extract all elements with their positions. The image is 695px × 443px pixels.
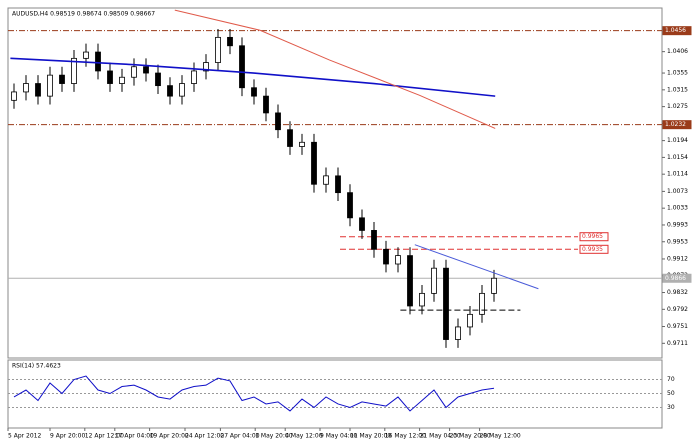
level-box — [579, 232, 609, 242]
y-tick-label: 1.0194 — [667, 137, 688, 144]
y-tick-label: 0.9751 — [667, 323, 688, 330]
rsi-frame — [7, 359, 663, 429]
indicator-title: RSI(14) 57.4623 — [12, 363, 61, 370]
line-series — [10, 57, 496, 97]
x-tick-label: 11 May 20:00 — [350, 433, 391, 440]
candle-body — [59, 74, 65, 84]
candle-body — [359, 217, 365, 231]
y-tick-label: 1.0073 — [667, 188, 688, 195]
candle-body — [167, 85, 173, 97]
line-series — [414, 244, 539, 290]
candle-body — [131, 66, 137, 78]
rsi-line — [13, 375, 495, 412]
candle-body — [203, 62, 209, 72]
x-tick-label: 27 Apr 04:00 — [220, 433, 259, 440]
candle-body — [395, 255, 401, 265]
candle-body — [263, 95, 269, 114]
level-label: 0.9935 — [582, 246, 603, 253]
y-tick-label: 1.0406 — [667, 48, 688, 55]
main-frame — [7, 7, 663, 359]
rsi-tick-label: 50 — [667, 390, 675, 397]
x-tick-label: 23 May 20:00 — [450, 433, 491, 440]
level-box — [579, 244, 609, 254]
candle-body — [239, 45, 245, 89]
candle-body — [275, 112, 281, 131]
y-tick-label: 0.9792 — [667, 306, 688, 313]
x-tick-label: 17 Apr 04:00 — [115, 433, 154, 440]
candle-body — [119, 76, 125, 84]
y-tick-label: 1.0315 — [667, 86, 688, 93]
candle-body — [71, 57, 77, 84]
candle-body — [455, 326, 461, 340]
x-tick-label: 19 Apr 20:00 — [150, 433, 189, 440]
level-label: 0.9866 — [665, 275, 686, 282]
candle-body — [347, 192, 353, 219]
candle-body — [419, 292, 425, 307]
candle-body — [299, 141, 305, 147]
y-tick-label: 1.0114 — [667, 171, 688, 178]
x-tick-label: 24 Apr 12:00 — [185, 433, 224, 440]
candle-body — [467, 313, 473, 328]
y-tick-label: 0.9953 — [667, 238, 688, 245]
level-label: 0.9965 — [582, 233, 603, 240]
candle-body — [23, 83, 29, 93]
candle-body — [191, 70, 197, 84]
level-box — [662, 26, 692, 36]
y-tick-label: 0.9993 — [667, 221, 688, 228]
x-tick-label: 16 May 12:00 — [385, 433, 426, 440]
candle-body — [443, 267, 449, 340]
y-tick-label: 1.0033 — [667, 205, 688, 212]
level-label: 1.0232 — [665, 121, 686, 128]
rsi-tick-label: 70 — [667, 376, 675, 383]
x-tick-label: 9 May 04:00 — [320, 433, 358, 440]
candle-body — [491, 277, 497, 294]
candle-body — [83, 51, 89, 59]
candle-body — [215, 36, 221, 63]
y-tick-label: 1.0154 — [667, 154, 688, 161]
level-label: 1.0456 — [665, 27, 686, 34]
candle-body — [251, 87, 257, 97]
candle-body — [155, 72, 161, 87]
x-tick-label: 5 Apr 2012 — [8, 433, 41, 440]
x-tick-label: 21 May 04:00 — [420, 433, 461, 440]
candle-body — [95, 51, 101, 72]
x-tick-label: 9 Apr 20:00 — [50, 433, 85, 440]
x-tick-label: 28 May 12:00 — [480, 433, 521, 440]
candle-body — [47, 74, 53, 97]
y-tick-label: 0.9832 — [667, 289, 688, 296]
chart-title: AUDUSD,H4 0.98519 0.98674 0.98509 0.9866… — [12, 11, 155, 18]
candle-body — [371, 230, 377, 250]
y-tick-label: 0.9711 — [667, 340, 688, 347]
x-tick-label: 1 May 20:00 — [255, 433, 293, 440]
x-tick-label: 12 Apr 12:00 — [85, 433, 124, 440]
x-tick-label: 4 May 12:00 — [285, 433, 323, 440]
candle-body — [479, 292, 485, 315]
candle-body — [335, 175, 341, 194]
candle-body — [143, 66, 149, 74]
y-tick-label: 0.9912 — [667, 255, 688, 262]
y-tick-label: 1.0275 — [667, 103, 688, 110]
candle-body — [107, 70, 113, 84]
candle-body — [407, 255, 413, 307]
candle-body — [179, 83, 185, 97]
candle-body — [383, 248, 389, 265]
y-tick-label: 1.0355 — [667, 70, 688, 77]
level-box — [662, 120, 692, 130]
candle-body — [323, 175, 329, 185]
candle-body — [431, 267, 437, 294]
candle-body — [287, 129, 293, 147]
line-series — [174, 9, 496, 129]
level-box — [662, 273, 692, 283]
candle-body — [11, 91, 17, 101]
candle-body — [35, 83, 41, 97]
candle-body — [227, 36, 233, 47]
rsi-tick-label: 30 — [667, 404, 675, 411]
candle-body — [311, 141, 317, 185]
